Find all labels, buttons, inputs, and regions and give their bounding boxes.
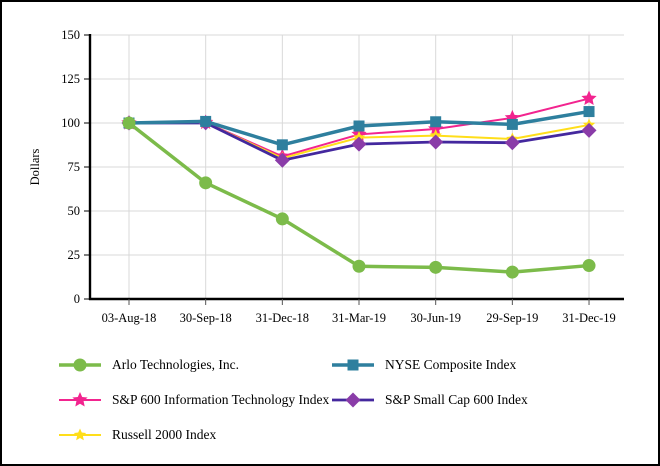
legend-marker-russell-2000: [73, 428, 87, 441]
data-point-nyse-composite: [200, 115, 212, 127]
legend-key-sp600-it: [59, 392, 101, 407]
performance-chart: 0 25 50 75 100 125 150 03-Aug-18 30-Sep-18 31-Dec…: [28, 28, 624, 325]
data-point-nyse-composite: [506, 118, 518, 130]
data-point-nyse-composite: [353, 120, 365, 132]
data-point-sp-smallcap-600: [504, 135, 520, 151]
legend-key-arlo: [59, 358, 101, 372]
legend-marker-sp600-it: [72, 392, 88, 407]
legend-label-russell-2000: Russell 2000 Index: [112, 427, 217, 442]
y-axis-title: Dollars: [28, 148, 42, 185]
legend-marker-nyse-composite: [347, 359, 359, 371]
y-tick-label: 150: [61, 28, 80, 42]
legend-item-nyse-composite: NYSE Composite Index: [330, 356, 516, 374]
data-point-arlo: [505, 265, 519, 279]
legend-item-arlo: Arlo Technologies, Inc.: [57, 356, 239, 374]
data-point-arlo: [199, 176, 213, 190]
legend-key-sp-smallcap-600: [332, 392, 374, 408]
axes: [84, 34, 624, 305]
legend-key-nyse-composite: [332, 359, 374, 371]
legend-item-sp-smallcap-600: S&P Small Cap 600 Index: [330, 391, 528, 409]
x-tick-label: 30-Sep-18: [180, 311, 232, 325]
x-tick-label: 29-Sep-19: [486, 311, 538, 325]
data-point-sp-smallcap-600: [351, 136, 367, 152]
data-point-arlo: [582, 259, 596, 273]
legend-label-arlo: Arlo Technologies, Inc.: [112, 357, 240, 372]
legend-item-sp600-it: S&P 600 Information Technology Index: [57, 391, 329, 409]
legend-item-russell-2000: Russell 2000 Index: [57, 426, 216, 444]
x-tick-label: 30-Jun-19: [410, 311, 461, 325]
data-point-sp600-it: [428, 120, 444, 136]
x-tick-label: 03-Aug-18: [102, 311, 157, 325]
data-point-sp600-it: [581, 90, 597, 106]
y-tick-label: 75: [68, 160, 81, 174]
x-tick-label: 31-Mar-19: [332, 311, 386, 325]
legend-label-sp-smallcap-600: S&P Small Cap 600 Index: [385, 392, 528, 407]
legend-key-russell-2000: [59, 428, 101, 441]
data-point-sp-smallcap-600: [274, 152, 290, 168]
x-tick-label: 31-Dec-18: [256, 311, 309, 325]
data-point-arlo: [352, 259, 366, 273]
data-point-nyse-composite: [583, 106, 595, 118]
y-tick-label: 25: [68, 248, 81, 262]
legend-label-sp600-it: S&P 600 Information Technology Index: [112, 392, 330, 407]
x-tick-label: 31-Dec-19: [562, 311, 615, 325]
data-point-nyse-composite: [430, 116, 442, 128]
data-point-arlo: [429, 260, 443, 274]
series-arlo: [122, 116, 596, 279]
data-point-nyse-composite: [276, 139, 288, 151]
y-tick-label: 125: [61, 72, 80, 86]
y-tick-label: 0: [74, 292, 80, 306]
gridlines: [90, 34, 624, 299]
axis-labels: 0 25 50 75 100 125 150 03-Aug-18 30-Sep-18 31-Dec…: [28, 28, 616, 325]
data-point-arlo: [122, 116, 136, 130]
y-tick-label: 50: [68, 204, 81, 218]
data-point-arlo: [275, 212, 289, 226]
legend-marker-sp-smallcap-600: [345, 392, 361, 408]
legend-label-nyse-composite: NYSE Composite Index: [385, 357, 517, 372]
y-tick-label: 100: [61, 116, 80, 130]
legend-marker-arlo: [73, 358, 87, 372]
data-point-sp-smallcap-600: [428, 134, 444, 150]
data-point-sp-smallcap-600: [581, 122, 597, 138]
